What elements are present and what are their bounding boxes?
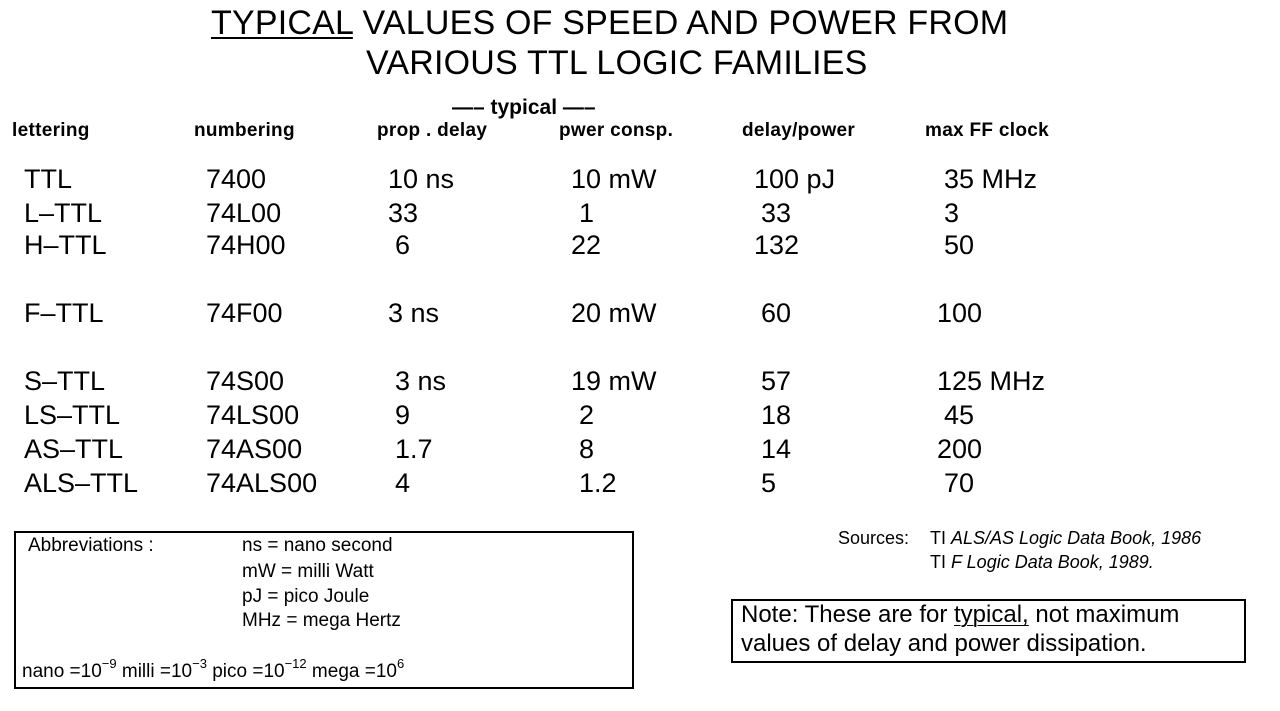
table-cell-lettering: F–TTL (24, 298, 104, 328)
table-cell-power: 1 (579, 198, 595, 228)
table-cell-prop-delay: 4 (395, 468, 411, 498)
table-cell-numbering: 74H00 (206, 230, 286, 260)
table-cell-delay-power: 5 (761, 468, 777, 498)
mega-prefix: mega =10 (306, 661, 397, 682)
table-cell-prop-delay: 10 ns (388, 164, 455, 194)
table-cell-numbering: 74L00 (206, 198, 282, 228)
typical-banner: —– typical —– (452, 96, 596, 119)
table-cell-power: 20 mW (571, 298, 657, 328)
source-1-title: ALS/AS Logic Data Book, 1986 (951, 528, 1202, 548)
abbreviations-box (14, 531, 634, 689)
table-cell-numbering: 74AS00 (206, 434, 303, 464)
pico-exponent: −12 (284, 655, 307, 671)
header-power-consumption: pwer consp. (559, 120, 674, 141)
source-1-prefix: TI (930, 528, 951, 548)
abbreviations-label: Abbreviations : (28, 535, 154, 556)
pico-prefix: pico =10 (206, 661, 285, 682)
table-cell-power: 1.2 (579, 468, 617, 498)
table-cell-clock: 35 MHz (944, 164, 1038, 194)
table-cell-prop-delay: 33 (388, 198, 419, 228)
source-2-title: F Logic Data Book, 1989. (951, 552, 1154, 572)
abbreviation-item: pJ = pico Joule (242, 586, 370, 607)
title-line-2: VARIOUS TTL LOGIC FAMILIES (366, 44, 868, 82)
table-cell-prop-delay: 1.7 (395, 434, 433, 464)
powers-of-ten-line: nano =10−9 milli =10−3 pico =10−12 mega … (22, 657, 404, 683)
table-cell-clock: 125 MHz (937, 366, 1046, 396)
table-cell-power: 8 (579, 434, 595, 464)
table-cell-delay-power: 100 pJ (754, 164, 836, 194)
table-cell-lettering: ALS–TTL (24, 468, 139, 498)
table-cell-prop-delay: 9 (395, 400, 411, 430)
note-box (731, 599, 1246, 663)
table-cell-clock: 100 (937, 298, 983, 328)
table-cell-power: 22 (571, 230, 602, 260)
table-cell-numbering: 74S00 (206, 366, 285, 396)
table-cell-clock: 70 (944, 468, 975, 498)
source-line-1: TI ALS/AS Logic Data Book, 1986 (930, 527, 1201, 549)
table-cell-lettering: H–TTL (24, 230, 107, 260)
milli-exponent: −3 (192, 655, 207, 671)
table-cell-lettering: TTL (24, 164, 73, 194)
source-2-prefix: TI (930, 552, 951, 572)
table-cell-lettering: L–TTL (24, 198, 103, 228)
table-cell-numbering: 74ALS00 (206, 468, 318, 498)
table-cell-delay-power: 18 (761, 400, 792, 430)
header-delay-power: delay/power (742, 120, 856, 141)
table-cell-delay-power: 33 (761, 198, 792, 228)
table-cell-clock: 45 (944, 400, 975, 430)
note-line-2: values of delay and power dissipation. (741, 630, 1147, 657)
mega-exponent: 6 (396, 655, 405, 671)
source-line-2: TI F Logic Data Book, 1989. (930, 551, 1154, 573)
nano-prefix: nano =10 (22, 661, 102, 682)
table-cell-delay-power: 57 (761, 366, 792, 396)
table-cell-lettering: S–TTL (24, 366, 106, 396)
sources-label: Sources: (838, 528, 910, 548)
table-cell-power: 2 (579, 400, 595, 430)
table-cell-prop-delay: 3 ns (395, 366, 447, 396)
table-cell-numbering: 7400 (206, 164, 267, 194)
header-lettering: lettering (12, 120, 90, 141)
abbreviation-item: MHz = mega Hertz (242, 610, 401, 631)
abbreviation-item: ns = nano second (242, 535, 393, 556)
table-cell-clock: 200 (937, 434, 983, 464)
abbreviation-item: mW = milli Watt (242, 561, 374, 582)
title-typical-underlined: TYPICAL (211, 4, 353, 42)
header-max-ff-clock: max FF clock (925, 120, 1049, 141)
milli-prefix: milli =10 (116, 661, 193, 682)
note-line-1: Note: These are for typical, not maximum (741, 601, 1179, 629)
table-cell-lettering: AS–TTL (24, 434, 124, 464)
table-cell-power: 10 mW (571, 164, 657, 194)
title-line-1-rest: VALUES OF SPEED AND POWER FROM (352, 4, 1009, 42)
table-cell-prop-delay: 3 ns (388, 298, 440, 328)
table-cell-clock: 50 (944, 230, 975, 260)
nano-exponent: −9 (101, 655, 117, 671)
table-cell-delay-power: 14 (761, 434, 792, 464)
table-cell-numbering: 74F00 (206, 298, 283, 328)
table-cell-prop-delay: 6 (395, 230, 411, 260)
table-cell-power: 19 mW (571, 366, 657, 396)
header-prop-delay: prop . delay (377, 120, 488, 141)
table-cell-clock: 3 (944, 198, 960, 228)
note-rest: not maximum (1028, 601, 1180, 628)
table-cell-numbering: 74LS00 (206, 400, 300, 430)
header-numbering: numbering (194, 120, 295, 141)
note-typical-underlined: typical, (954, 601, 1029, 628)
title-line-1: TYPICAL VALUES OF SPEED AND POWER FROM (211, 4, 1008, 42)
table-cell-lettering: LS–TTL (24, 400, 121, 430)
table-cell-delay-power: 132 (754, 230, 800, 260)
note-prefix: Note: These are for (741, 601, 954, 628)
table-cell-delay-power: 60 (761, 298, 792, 328)
